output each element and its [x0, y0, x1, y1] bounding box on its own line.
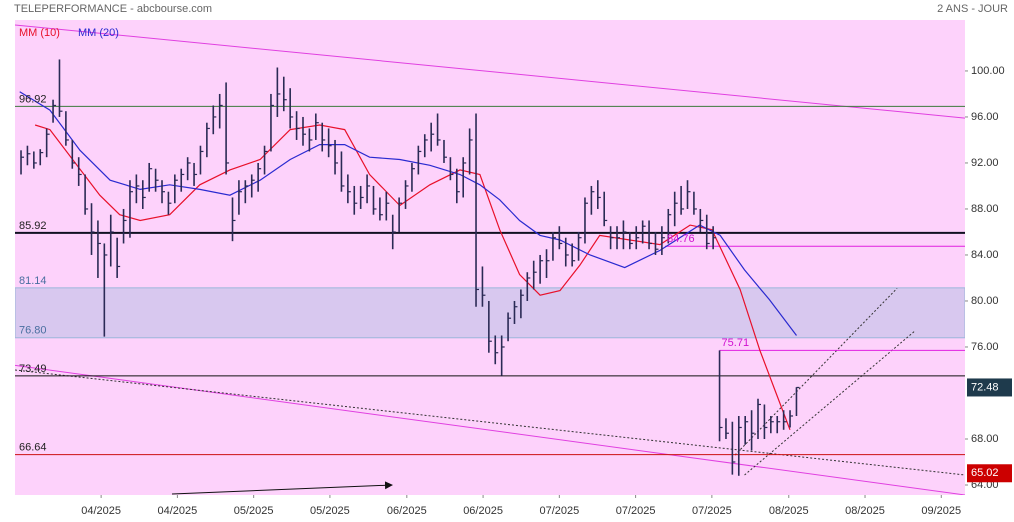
y-tick-label: 84.00	[971, 249, 999, 261]
legend-label: MM (10)	[19, 27, 60, 39]
x-tick-label: 08/2025	[769, 505, 809, 517]
y-tick-label: 76.00	[971, 341, 999, 353]
x-tick-label: 07/2025	[692, 505, 732, 517]
price-tag	[967, 464, 1012, 483]
level-label: 66.64	[19, 442, 47, 454]
trendline	[15, 364, 965, 495]
y-tick-label: 100.00	[971, 65, 1005, 77]
x-tick-label: 05/2025	[310, 505, 350, 517]
moving-average	[34, 124, 791, 431]
level-label: 96.92	[19, 93, 47, 105]
trendline	[744, 330, 916, 476]
level-label: 75.71	[722, 337, 750, 349]
zone	[15, 287, 965, 339]
trendline	[15, 24, 965, 119]
header-title: TELEPERFORMANCE - abcbourse.com	[14, 3, 212, 15]
x-tick-label: 06/2025	[387, 505, 427, 517]
x-tick-label: 04/2025	[81, 505, 121, 517]
price-tag	[967, 378, 1012, 397]
moving-average	[19, 91, 797, 336]
x-tick-label: 05/2025	[234, 505, 274, 517]
price-tag-label: 65.02	[971, 467, 999, 479]
x-tick-label: 07/2025	[539, 505, 579, 517]
level-label: 84.76	[667, 233, 695, 245]
level-label: 85.92	[19, 220, 47, 232]
x-tick-label: 07/2025	[616, 505, 656, 517]
x-tick-label: 04/2025	[158, 505, 198, 517]
legend-label: MM (20)	[78, 27, 119, 39]
trendline	[734, 287, 898, 456]
trendline	[15, 369, 965, 476]
zone-label: 81.14	[19, 275, 47, 287]
price-tag-label: 72.48	[971, 381, 999, 393]
y-tick-label: 92.00	[971, 157, 999, 169]
plot-background	[15, 20, 965, 495]
y-tick-label: 68.00	[971, 433, 999, 445]
y-tick-label: 88.00	[971, 203, 999, 215]
arrow	[171, 481, 393, 495]
y-tick-label: 96.00	[971, 111, 999, 123]
y-tick-label: 80.00	[971, 295, 999, 307]
zone-label: 76.80	[19, 325, 47, 337]
x-tick-label: 08/2025	[845, 505, 885, 517]
level-label: 73.49	[19, 363, 47, 375]
x-tick-label: 09/2025	[921, 505, 961, 517]
x-tick-label: 06/2025	[463, 505, 503, 517]
header-period: 2 ANS - JOUR	[937, 3, 1008, 15]
